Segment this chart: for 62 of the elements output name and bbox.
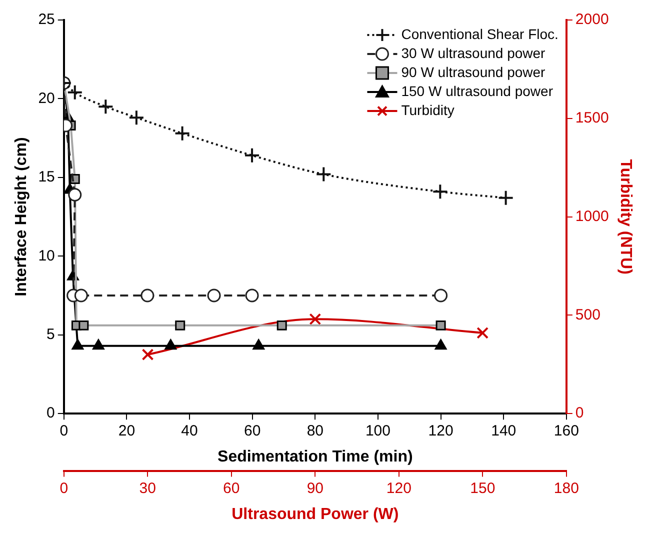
point xyxy=(98,98,114,115)
y-axis-title: Interface Height (cm) xyxy=(13,137,30,296)
point xyxy=(78,320,89,330)
point xyxy=(174,125,190,142)
x2-tick-label: 60 xyxy=(223,480,240,497)
legend-label: 30 W ultrasound power xyxy=(401,44,546,61)
legend-label: 90 W ultrasound power xyxy=(401,64,546,80)
x-tick-label: 120 xyxy=(428,422,454,440)
y2-tick-label: 0 xyxy=(575,404,584,422)
point xyxy=(434,339,447,350)
point xyxy=(244,147,260,164)
point xyxy=(245,288,259,302)
x2-tick-label: 180 xyxy=(554,480,579,497)
point xyxy=(140,288,154,302)
x2-axis-title: Ultrasound Power (W) xyxy=(232,506,399,523)
x-axis-title: Sedimentation Time (min) xyxy=(218,448,413,466)
legend-label: 150 W ultrasound power xyxy=(401,82,554,99)
point xyxy=(498,190,514,206)
y2-tick-label: 1500 xyxy=(575,110,609,127)
point xyxy=(276,320,287,330)
point xyxy=(72,339,84,350)
point xyxy=(142,348,154,361)
y-tick-label: 5 xyxy=(46,326,55,344)
point xyxy=(434,288,448,302)
point xyxy=(66,84,83,100)
point xyxy=(68,188,82,202)
point xyxy=(175,320,186,330)
x-tick-label: 40 xyxy=(181,422,198,440)
y2-tick-label: 2000 xyxy=(575,11,609,28)
x-tick-label: 20 xyxy=(118,422,136,440)
x-tick-label: 140 xyxy=(491,422,516,440)
point xyxy=(309,313,322,326)
y2-tick-label: 1000 xyxy=(575,208,609,225)
x-tick-label: 100 xyxy=(365,422,390,440)
x2-tick-label: 30 xyxy=(139,480,156,497)
x2-tick-label: 0 xyxy=(60,480,68,497)
point xyxy=(128,110,144,126)
legend-label: Conventional Shear Floc. xyxy=(401,26,558,42)
y2-axis-title: Turbidity (NTU) xyxy=(616,159,634,274)
x2-tick-label: 90 xyxy=(306,480,324,497)
y-tick-label: 0 xyxy=(46,404,55,422)
point xyxy=(74,288,88,302)
y2-tick-label: 500 xyxy=(575,306,600,324)
y-tick-label: 25 xyxy=(38,11,55,28)
x-tick-label: 160 xyxy=(554,422,579,440)
x-tick-label: 80 xyxy=(306,422,324,440)
point xyxy=(436,320,446,330)
point xyxy=(476,326,489,339)
point xyxy=(316,166,332,182)
y-tick-label: 15 xyxy=(38,168,55,186)
y-tick-label: 20 xyxy=(38,90,55,107)
x2-tick-label: 150 xyxy=(470,480,496,497)
x-tick-label: 60 xyxy=(244,422,261,440)
x-tick-label: 0 xyxy=(60,422,68,440)
point xyxy=(432,184,448,200)
legend-label: Turbidity xyxy=(401,102,454,118)
point xyxy=(164,339,177,350)
x2-tick-label: 120 xyxy=(386,480,412,497)
point xyxy=(207,288,221,302)
y-tick-label: 10 xyxy=(38,247,55,264)
point xyxy=(92,339,104,350)
point xyxy=(252,339,265,350)
